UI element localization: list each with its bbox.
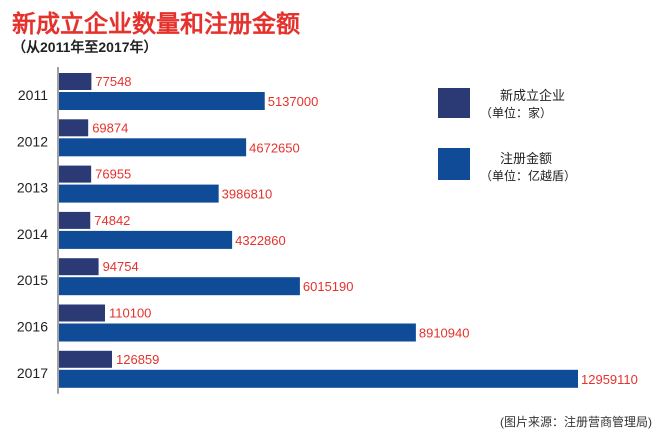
legend-unit-companies: （单位：家） — [480, 105, 552, 120]
bar-capital — [59, 184, 219, 203]
bars-group: 2011 77548 5137000 2012 69874 4672650 2013 7695… — [17, 67, 638, 394]
legend: 新成立企业 （单位：家） 注册金额 （单位：亿越盾） — [438, 88, 576, 183]
bar-capital — [59, 92, 265, 110]
legend-label-companies: 新成立企业 — [500, 88, 565, 103]
y-tick-label: 2014 — [17, 226, 48, 242]
data-label-companies: 94754 — [103, 259, 139, 274]
y-tick-label: 2012 — [17, 133, 48, 149]
y-tick-label: 2017 — [17, 365, 48, 381]
y-tick-label: 2013 — [17, 180, 48, 196]
bar-capital — [59, 138, 247, 157]
data-label-companies: 77548 — [95, 74, 131, 89]
bar-capital — [59, 323, 416, 342]
bar-companies — [59, 165, 92, 183]
data-label-companies: 69874 — [92, 120, 128, 135]
data-label-companies: 126859 — [116, 352, 159, 367]
bar-companies — [59, 119, 89, 137]
data-label-capital: 12959110 — [581, 372, 638, 387]
legend-unit-capital: （单位：亿越盾） — [480, 168, 576, 183]
y-tick-label: 2011 — [18, 87, 48, 103]
chart-subtitle: （从2011年至2017年） — [12, 39, 158, 55]
bar-companies — [59, 211, 91, 229]
bar-companies — [59, 304, 105, 322]
data-label-capital: 5137000 — [268, 94, 319, 109]
data-label-capital: 4322860 — [235, 233, 286, 248]
legend-label-capital: 注册金额 — [500, 151, 552, 166]
y-tick-label: 2015 — [17, 272, 48, 288]
bar-capital — [59, 369, 578, 388]
data-label-capital: 8910940 — [419, 326, 470, 341]
bar-capital — [59, 277, 300, 296]
legend-swatch-capital — [438, 148, 470, 180]
data-label-capital: 6015190 — [303, 279, 354, 294]
bar-companies — [59, 73, 92, 90]
data-label-capital: 3986810 — [222, 187, 273, 202]
data-label-companies: 74842 — [94, 213, 130, 228]
bar-companies — [59, 258, 99, 276]
source-note: (图片来源：注册营商管理局) — [500, 415, 652, 429]
bar-capital — [59, 230, 233, 249]
data-label-companies: 110100 — [109, 306, 151, 321]
legend-swatch-companies — [438, 88, 470, 118]
chart-title: 新成立企业数量和注册金额 — [12, 11, 300, 38]
bar-companies — [59, 350, 112, 368]
y-tick-label: 2016 — [17, 319, 48, 335]
data-label-capital: 4672650 — [249, 140, 300, 155]
data-label-companies: 76955 — [95, 167, 131, 182]
